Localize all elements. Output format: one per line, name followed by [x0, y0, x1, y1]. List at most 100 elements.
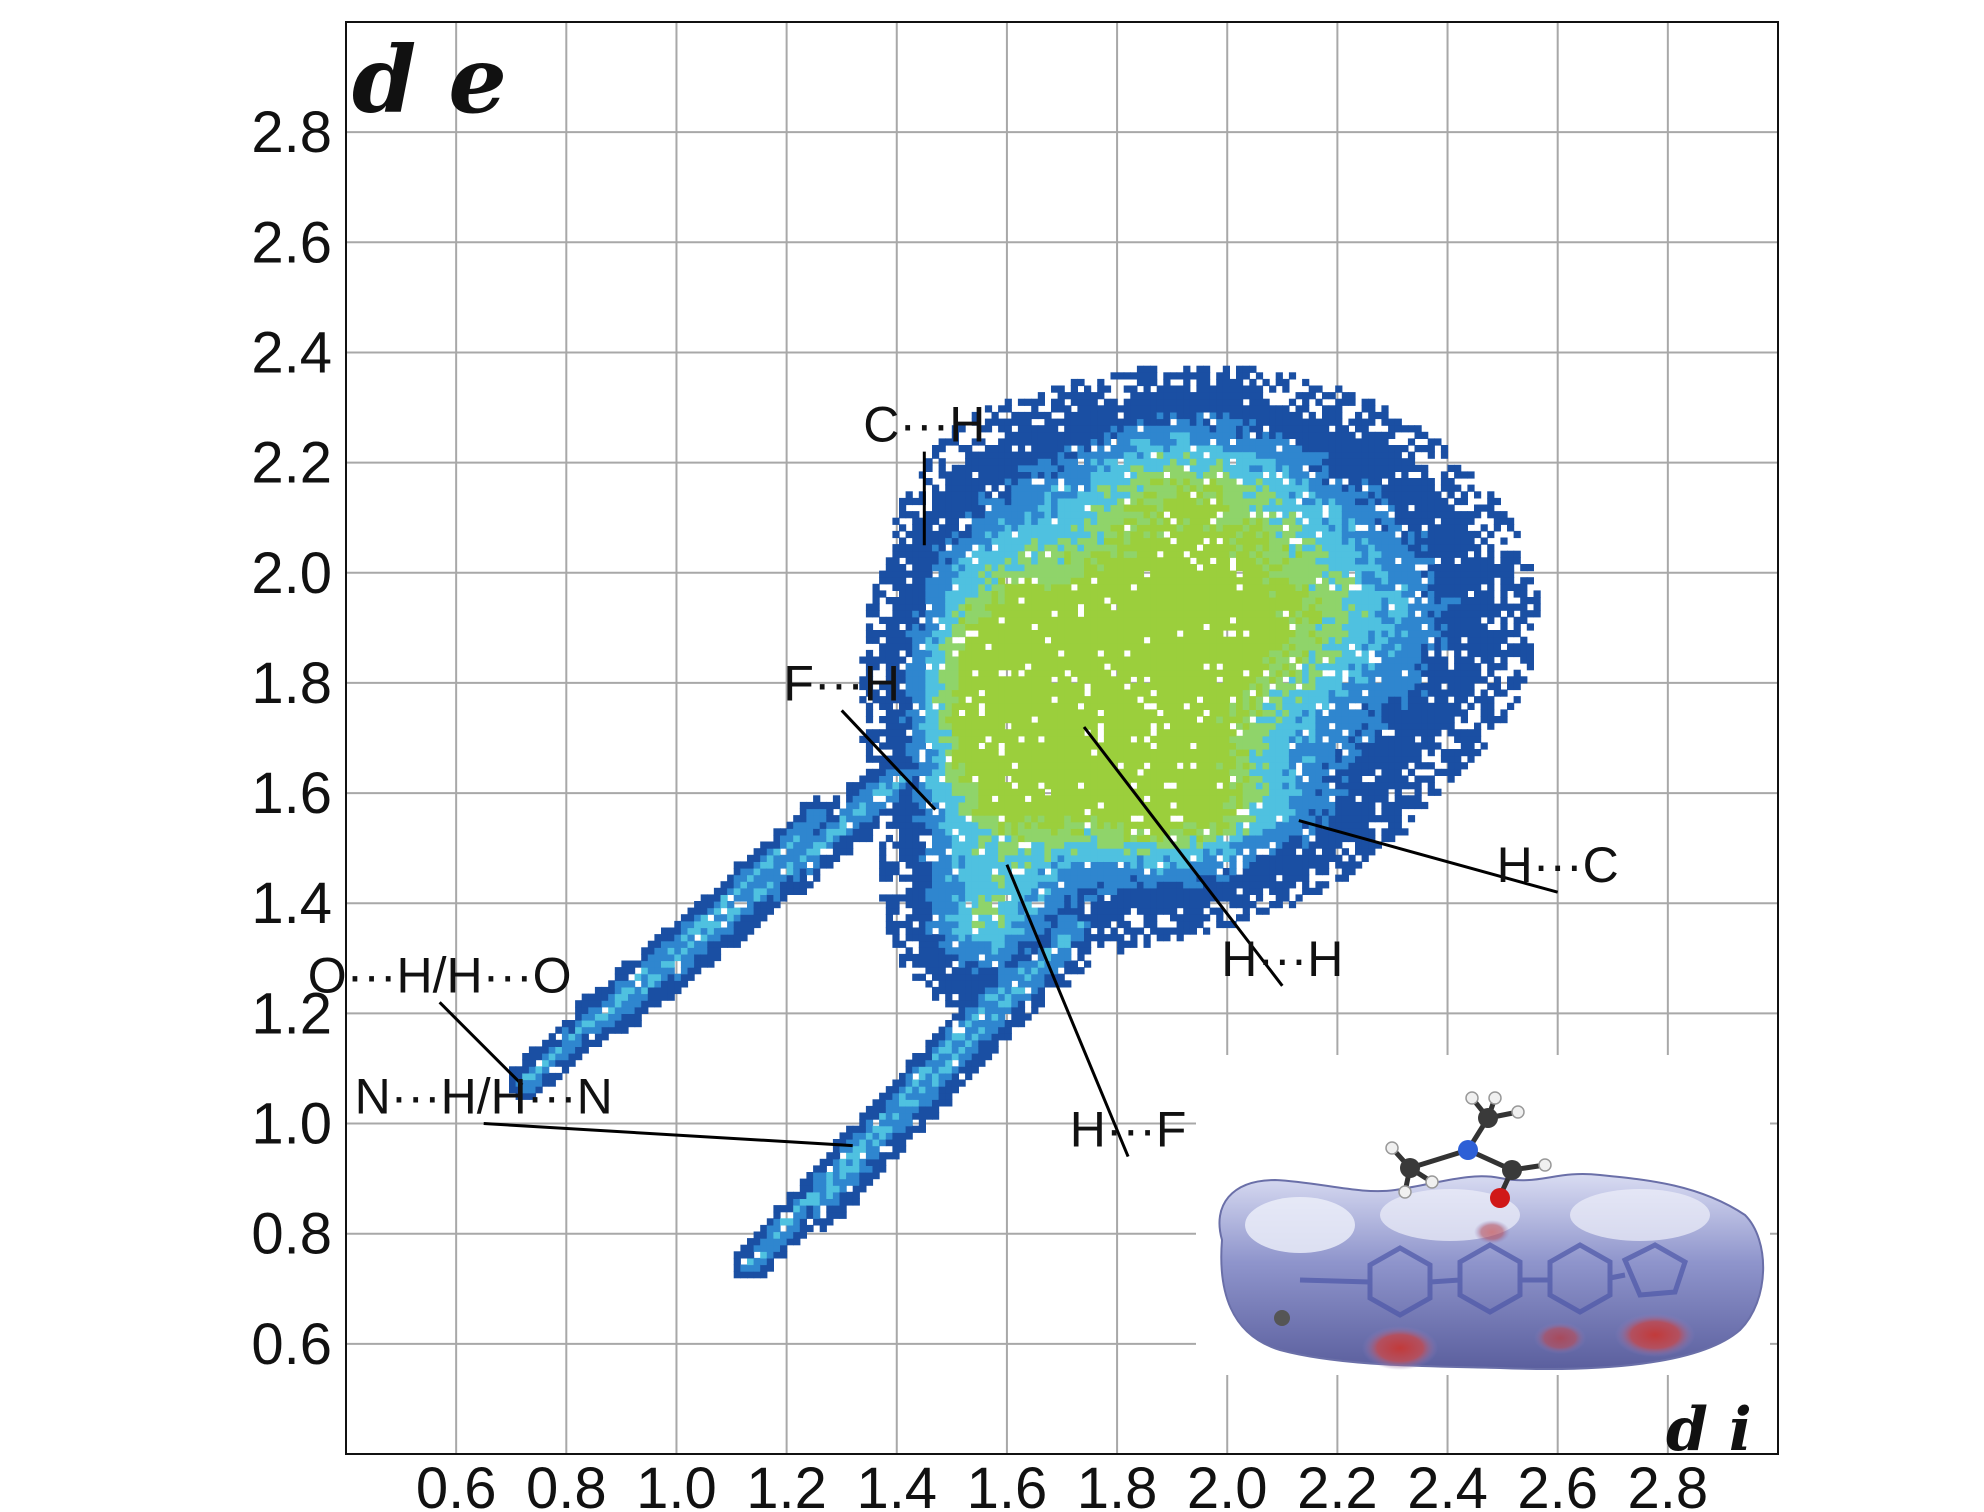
heatmap-cell	[1057, 398, 1065, 406]
heatmap-cell	[1044, 775, 1052, 783]
heatmap-cell	[1057, 583, 1065, 591]
heatmap-cell	[1103, 801, 1112, 810]
heatmap-cell	[1222, 696, 1230, 704]
heatmap-cell	[1097, 511, 1105, 519]
heatmap-cell	[984, 557, 993, 565]
heatmap-cell	[905, 848, 913, 856]
heatmap-cell	[753, 1244, 761, 1252]
heatmap-cell	[1064, 425, 1072, 433]
heatmap-cell	[1103, 735, 1112, 743]
heatmap-cell	[938, 537, 946, 545]
heatmap-cell	[1070, 914, 1078, 922]
heatmap-cell	[1084, 544, 1092, 552]
heatmap-cell	[978, 920, 986, 929]
heatmap-cell	[1136, 749, 1145, 757]
heatmap-cell	[1077, 663, 1085, 671]
heatmap-cell	[1150, 550, 1158, 558]
heatmap-cell	[1130, 530, 1138, 539]
heatmap-cell	[1163, 656, 1171, 664]
heatmap-cell	[951, 841, 959, 849]
heatmap-cell	[932, 960, 940, 968]
heatmap-cell	[998, 682, 1006, 691]
heatmap-cell	[1150, 570, 1158, 578]
heatmap-cell	[819, 861, 827, 869]
heatmap-cell	[872, 1132, 880, 1140]
heatmap-cell	[1024, 451, 1032, 459]
heatmap-cell	[740, 1264, 748, 1272]
heatmap-cell	[793, 868, 801, 876]
heatmap-cell	[885, 636, 893, 644]
heatmap-cell	[899, 735, 907, 743]
heatmap-cell	[1117, 716, 1125, 724]
heatmap-cell	[1123, 411, 1131, 420]
heatmap-cell	[1170, 828, 1178, 836]
heatmap-cell	[1103, 550, 1112, 558]
heatmap-cell	[1130, 874, 1138, 882]
heatmap-cell	[1090, 854, 1098, 862]
heatmap-cell	[1031, 729, 1039, 737]
heatmap-cell	[1084, 828, 1092, 836]
heatmap-cell	[905, 1112, 913, 1120]
heatmap-cell	[879, 768, 887, 776]
heatmap-cell	[978, 610, 986, 618]
heatmap-cell	[575, 1013, 583, 1021]
heatmap-cell	[1051, 445, 1059, 453]
heatmap-cell	[1110, 570, 1118, 578]
heatmap-cell	[912, 1099, 920, 1107]
heatmap-cell	[1216, 583, 1224, 591]
heatmap-cell	[654, 953, 662, 962]
heatmap-cell	[832, 795, 841, 803]
heatmap-cell	[1037, 841, 1045, 849]
heatmap-cell	[1143, 616, 1151, 624]
heatmap-cell	[905, 610, 913, 618]
heatmap-cell	[813, 854, 821, 862]
heatmap-cell	[1110, 821, 1118, 829]
heatmap-cell	[905, 927, 913, 935]
heatmap-cell	[1196, 907, 1204, 915]
heatmap-cell	[1189, 478, 1197, 486]
heatmap-cell	[925, 848, 933, 856]
heatmap-cell	[991, 702, 999, 710]
heatmap-cell	[1077, 742, 1085, 750]
heatmap-cell	[813, 1211, 821, 1219]
heatmap-cell	[1209, 411, 1217, 420]
heatmap-cell	[1156, 504, 1164, 512]
heatmap-cell	[1057, 801, 1065, 810]
heatmap-cell	[1070, 630, 1078, 638]
heatmap-cell	[938, 821, 946, 829]
heatmap-cell	[1037, 973, 1045, 981]
heatmap-cell	[905, 782, 913, 790]
heatmap-cell	[865, 1105, 874, 1114]
heatmap-cell	[938, 676, 946, 684]
heatmap-cell	[852, 1125, 860, 1133]
heatmap-cell	[971, 663, 979, 671]
heatmap-cell	[879, 848, 887, 856]
heatmap-cell	[1136, 418, 1145, 426]
heatmap-cell	[700, 907, 708, 915]
heatmap-cell	[1209, 590, 1217, 598]
heatmap-cell	[991, 497, 999, 506]
heatmap-cell	[1004, 564, 1012, 572]
heatmap-cell	[879, 643, 887, 651]
heatmap-cell	[965, 511, 973, 519]
heatmap-cell	[998, 550, 1006, 558]
heatmap-cell	[661, 993, 669, 1001]
heatmap-cell	[1123, 445, 1131, 453]
heatmap-cell	[1031, 735, 1039, 743]
heatmap-cell	[978, 973, 986, 981]
heatmap-cell	[912, 907, 920, 915]
heatmap-cell	[1057, 530, 1065, 539]
heatmap-cell	[938, 504, 946, 512]
heatmap-cell	[1024, 630, 1032, 638]
heatmap-cell	[978, 934, 986, 942]
heatmap-cell	[1216, 696, 1224, 704]
heatmap-cell	[542, 1072, 550, 1081]
heatmap-cell	[1216, 445, 1224, 453]
heatmap-cell	[1163, 537, 1171, 545]
heatmap-cell	[727, 934, 735, 942]
heatmap-cell	[938, 808, 946, 816]
heatmap-cell	[865, 801, 874, 810]
heatmap-cell	[1183, 398, 1191, 406]
heatmap-cell	[522, 1066, 530, 1074]
heatmap-cell	[978, 808, 986, 816]
